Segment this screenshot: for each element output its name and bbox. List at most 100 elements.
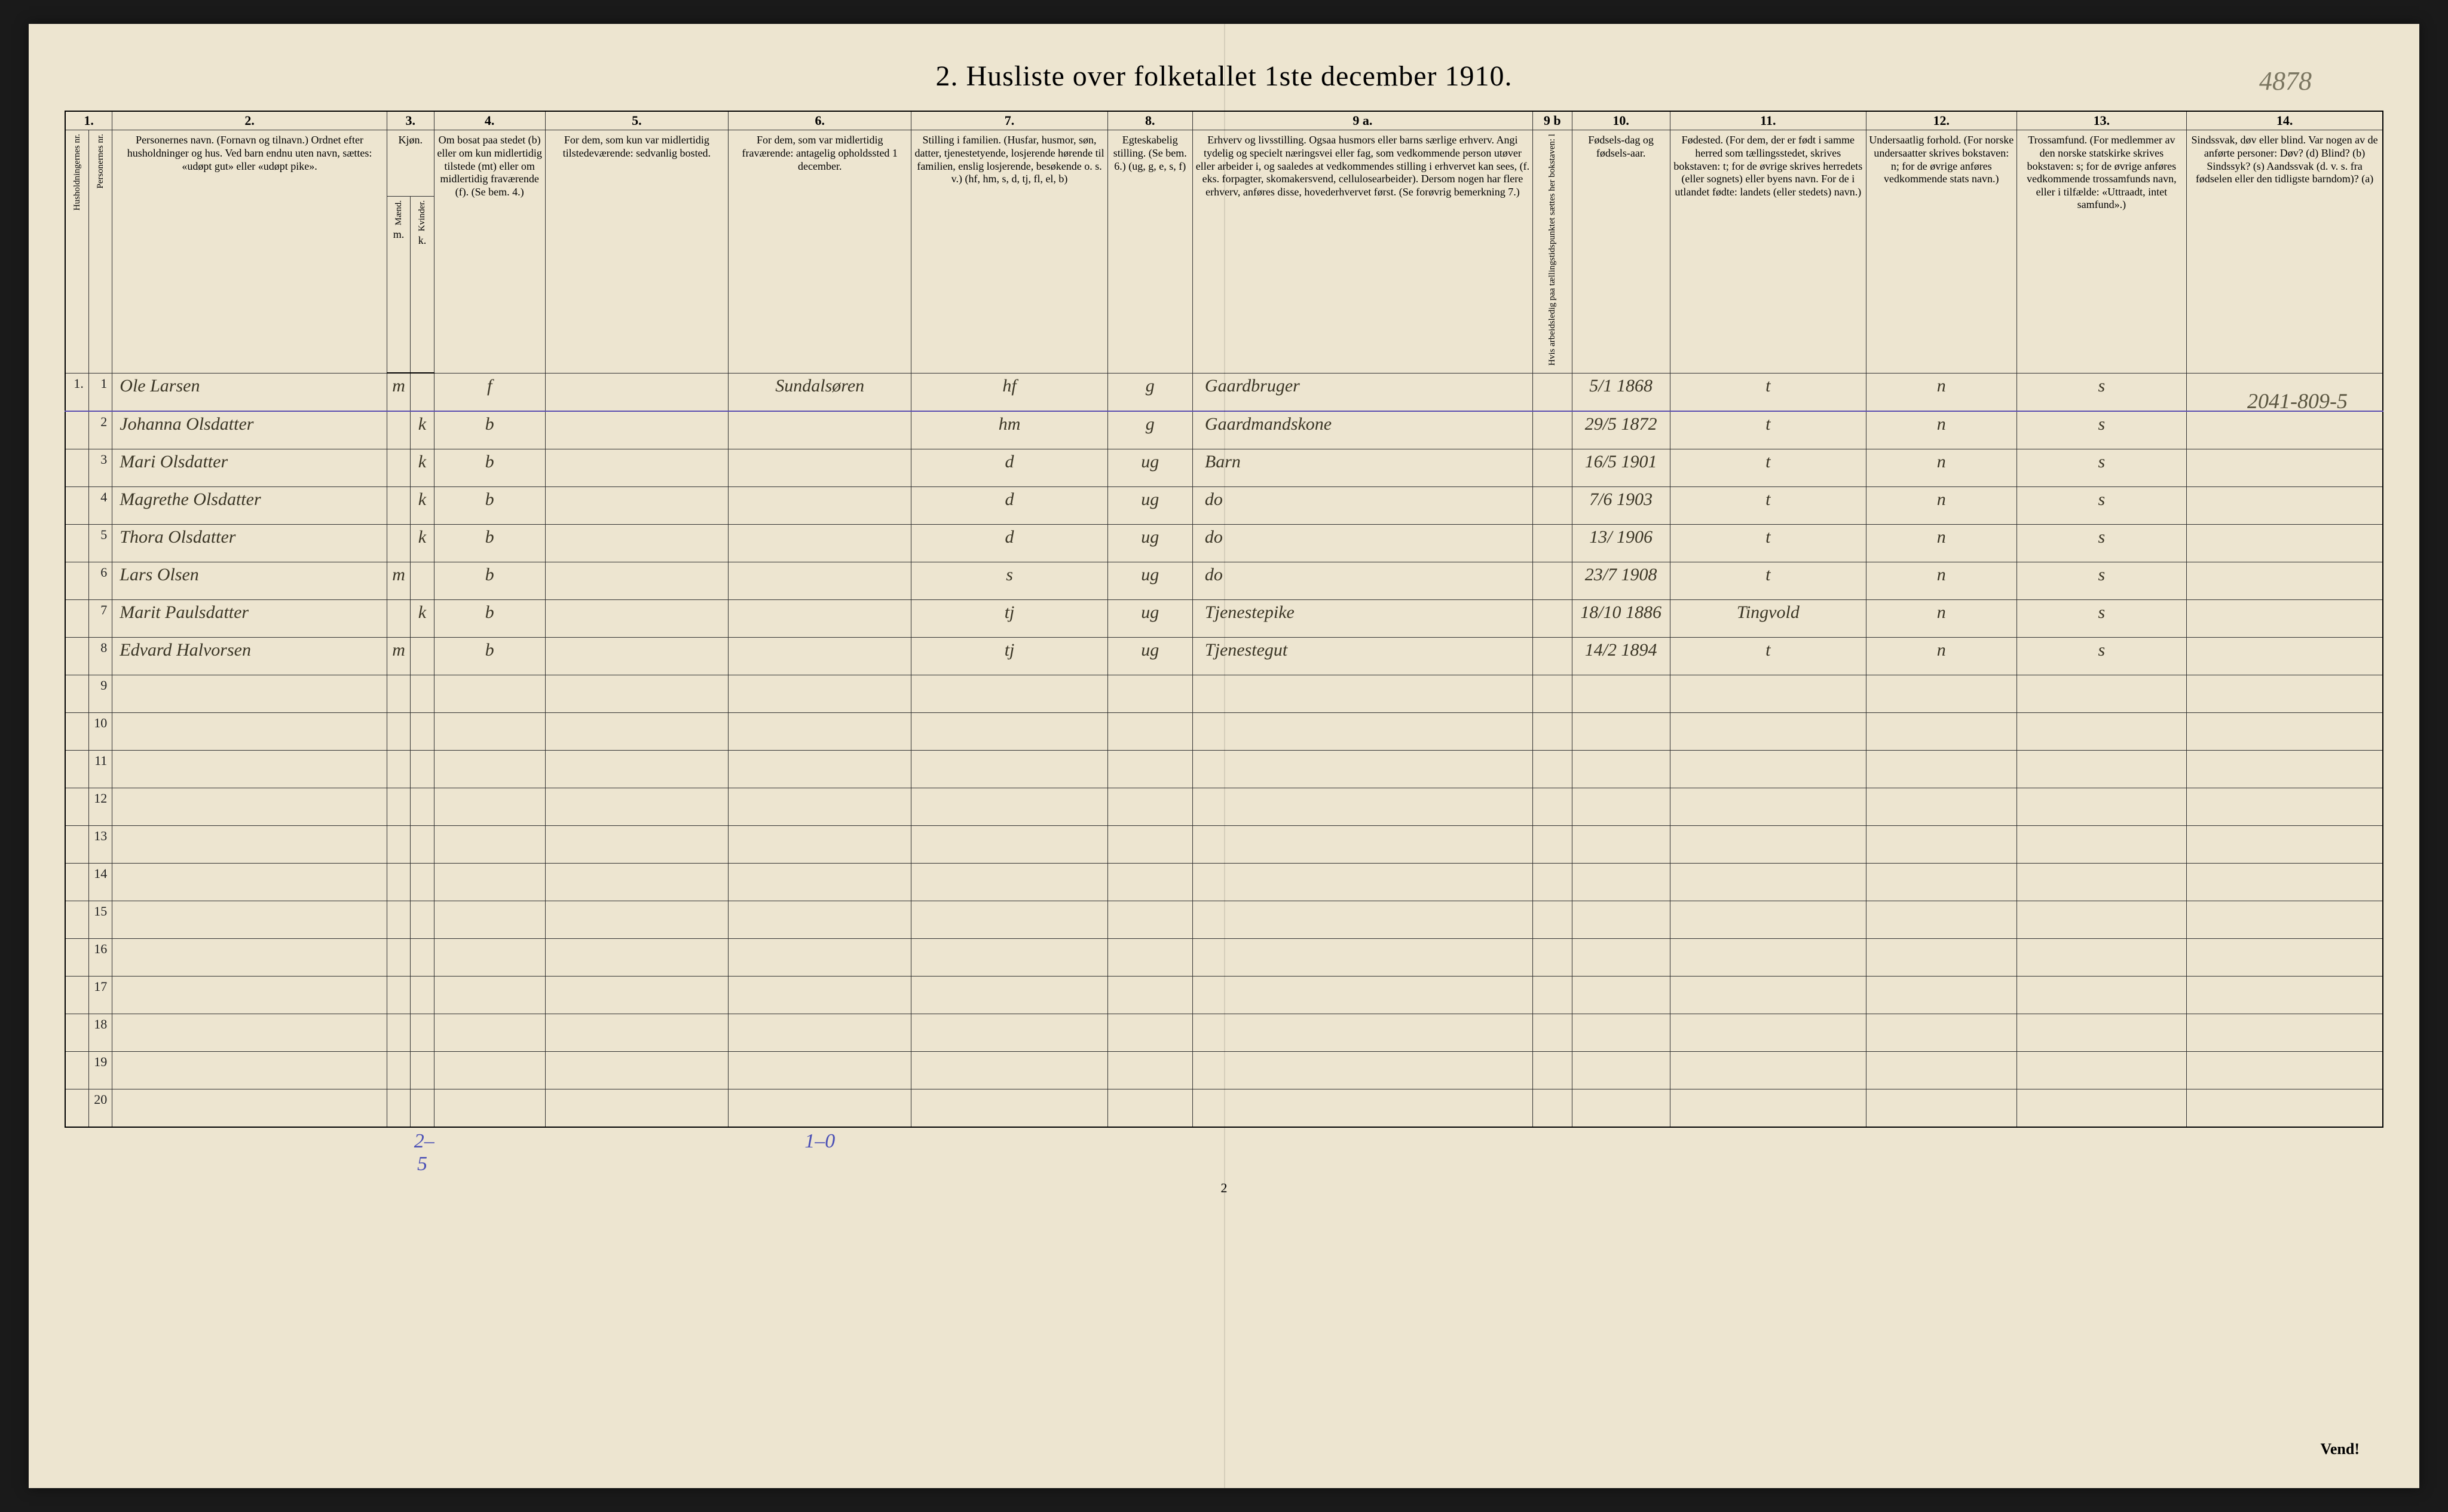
cell-sex-k <box>411 638 434 675</box>
footer-cell <box>911 1127 1107 1178</box>
cell-residence: f <box>434 373 545 411</box>
empty-cell <box>1107 977 1192 1014</box>
footer-cell <box>1866 1127 2016 1178</box>
cell-dob: 13/ 1906 <box>1572 525 1670 562</box>
cell-pn: 7 <box>88 600 112 638</box>
empty-cell <box>729 977 911 1014</box>
cell-sex-m <box>387 600 410 638</box>
empty-cell <box>1192 675 1532 713</box>
cell-marital: g <box>1107 411 1192 449</box>
cell-occ: do <box>1192 487 1532 525</box>
cell-name: Magrethe Olsdatter <box>112 487 387 525</box>
empty-cell <box>1532 1052 1572 1089</box>
empty-cell <box>729 1052 911 1089</box>
cell-sex-k: k <box>411 525 434 562</box>
empty-cell <box>112 675 387 713</box>
empty-cell <box>545 675 728 713</box>
cell-dis <box>2187 411 2383 449</box>
cell-where: Sundalsøren <box>729 373 911 411</box>
empty-cell <box>2187 788 2383 826</box>
empty-cell <box>1866 864 2016 901</box>
hdr-residence: Om bosat paa stedet (b) eller om kun mid… <box>434 130 545 373</box>
cell-residence: b <box>434 525 545 562</box>
footer-cell <box>1670 1127 1866 1178</box>
empty-cell <box>112 864 387 901</box>
empty-cell <box>112 939 387 977</box>
empty-cell <box>1532 788 1572 826</box>
colnum-10: 10. <box>1572 111 1670 130</box>
empty-cell <box>1866 977 2016 1014</box>
empty-cell <box>2187 751 2383 788</box>
empty-cell <box>65 675 88 713</box>
empty-cell <box>1107 901 1192 939</box>
cell-birthplace: t <box>1670 638 1866 675</box>
footer-cell <box>2016 1127 2187 1178</box>
census-page: 4878 2. Husliste over folketallet 1ste d… <box>29 24 2419 1488</box>
cell-residence: b <box>434 449 545 487</box>
footer-cell <box>1107 1127 1192 1178</box>
empty-cell <box>1866 826 2016 864</box>
cell-fam: hm <box>911 411 1107 449</box>
empty-cell <box>545 751 728 788</box>
cell-birthplace: t <box>1670 562 1866 600</box>
cell-residence: b <box>434 562 545 600</box>
cell-hh <box>65 600 88 638</box>
cell-fam: d <box>911 449 1107 487</box>
empty-cell <box>729 675 911 713</box>
cell-usual <box>545 638 728 675</box>
cell-marital: ug <box>1107 638 1192 675</box>
colnum-12: 12. <box>1866 111 2016 130</box>
empty-cell <box>387 1052 410 1089</box>
cell-pn: 4 <box>88 487 112 525</box>
empty-cell: 20 <box>88 1089 112 1128</box>
empty-cell <box>387 788 410 826</box>
footer-cell: 2–5 <box>411 1127 434 1178</box>
cell-dis <box>2187 562 2383 600</box>
colnum-5: 5. <box>545 111 728 130</box>
empty-cell <box>112 1052 387 1089</box>
hdr-unemployed: Hvis arbeidsledig paa tællingstidspunkte… <box>1532 130 1572 373</box>
empty-cell <box>1670 826 1866 864</box>
cell-sex-m: m <box>387 373 410 411</box>
empty-cell <box>411 939 434 977</box>
empty-cell <box>1670 713 1866 751</box>
cell-unemp <box>1532 525 1572 562</box>
cell-sex-m: m <box>387 562 410 600</box>
empty-cell <box>411 1014 434 1052</box>
empty-cell <box>112 1089 387 1128</box>
empty-cell <box>2187 939 2383 977</box>
colnum-13: 13. <box>2016 111 2187 130</box>
cell-fam: tj <box>911 638 1107 675</box>
empty-cell <box>2187 901 2383 939</box>
empty-cell <box>65 864 88 901</box>
cell-birthplace: t <box>1670 487 1866 525</box>
cell-nat: n <box>1866 525 2016 562</box>
footer-cell: 1–0 <box>729 1127 911 1178</box>
empty-cell <box>2016 1052 2187 1089</box>
cell-unemp <box>1532 373 1572 411</box>
empty-cell <box>545 788 728 826</box>
empty-cell <box>2187 1089 2383 1128</box>
cell-usual <box>545 562 728 600</box>
cell-where <box>729 411 911 449</box>
footer-cell <box>88 1127 112 1178</box>
empty-cell <box>1532 675 1572 713</box>
empty-cell <box>1532 1014 1572 1052</box>
cell-residence: b <box>434 487 545 525</box>
empty-cell <box>1532 939 1572 977</box>
empty-cell <box>2016 1089 2187 1128</box>
cell-dob: 5/1 1868 <box>1572 373 1670 411</box>
empty-cell <box>911 713 1107 751</box>
empty-cell <box>1107 751 1192 788</box>
empty-cell <box>2016 826 2187 864</box>
cell-hh <box>65 487 88 525</box>
cell-dis <box>2187 600 2383 638</box>
handwritten-page-number: 4878 <box>2259 66 2312 96</box>
cell-sex-k <box>411 373 434 411</box>
empty-cell <box>1572 939 1670 977</box>
hdr-usual-residence: For dem, som kun var midlertidig tilsted… <box>545 130 728 373</box>
empty-cell <box>1670 939 1866 977</box>
empty-cell <box>1107 675 1192 713</box>
empty-cell <box>387 713 410 751</box>
empty-cell <box>545 977 728 1014</box>
